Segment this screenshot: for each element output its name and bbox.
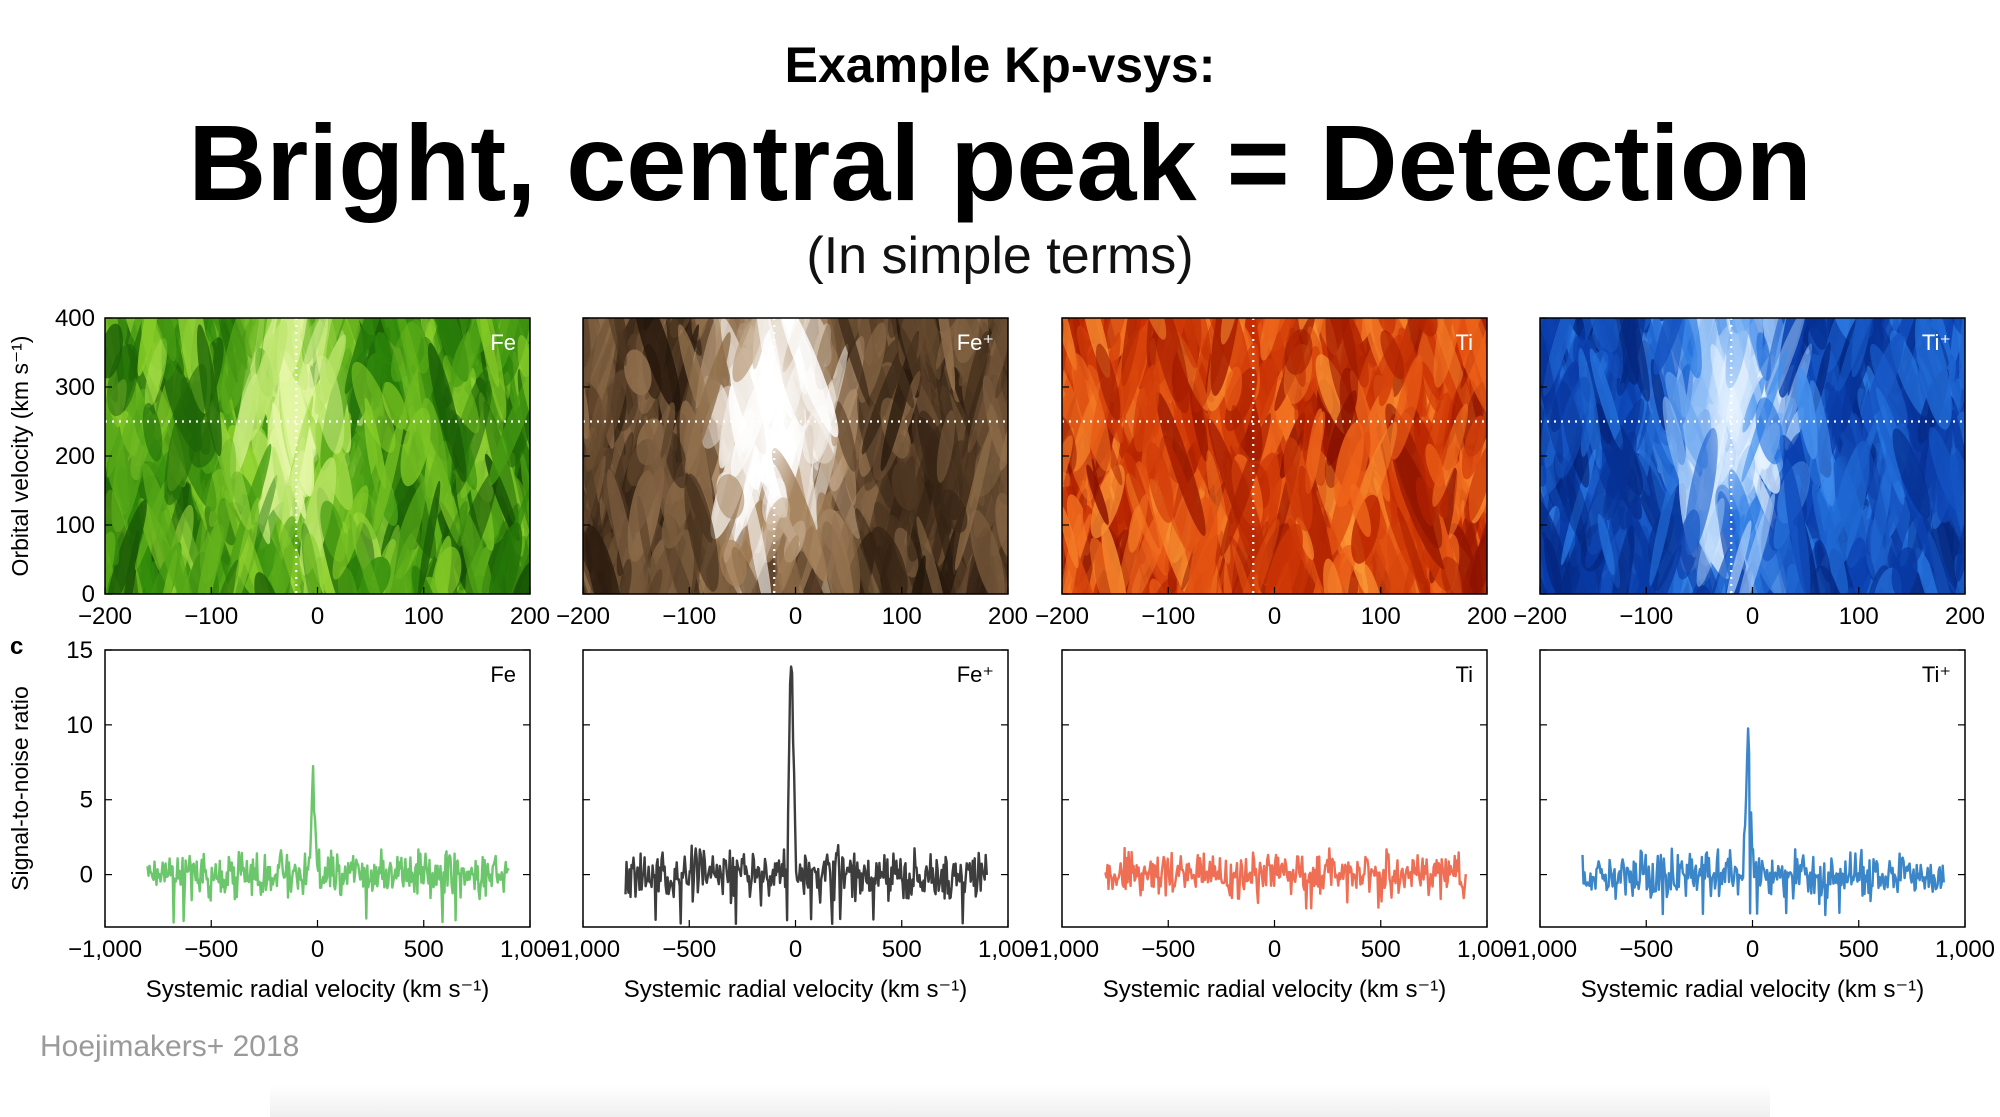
- x-tick-label: 200: [1945, 603, 1985, 630]
- snr-series-line: [146, 764, 510, 924]
- panel-label: Fe⁺: [957, 662, 994, 687]
- x-tick-label: −200: [1035, 603, 1089, 630]
- x-tick-label: −1,000: [546, 936, 620, 963]
- heatmap-cells: [583, 318, 1008, 594]
- panel-label: Ti: [1455, 330, 1473, 355]
- x-axis-label: Systemic radial velocity (km s⁻¹): [146, 976, 489, 1003]
- slide-subheading: Example Kp-vsys:: [784, 37, 1216, 93]
- y-tick-label: 10: [66, 712, 93, 739]
- panel-label: Ti⁺: [1922, 330, 1951, 355]
- x-tick-label: 0: [789, 603, 802, 630]
- y-tick-label: 100: [55, 512, 95, 539]
- x-tick-label: 0: [1746, 936, 1759, 963]
- heatmap-cells: [1540, 318, 1965, 594]
- kp-vsys-map-0: Fe −200 −100 0 100 200 0 100 200 300 400: [55, 305, 550, 630]
- x-tick-label: −1,000: [1025, 936, 1099, 963]
- detection-peak-glow: [270, 331, 323, 512]
- credit-text: Hoejimakers+ 2018: [40, 1030, 300, 1063]
- x-tick-label: 100: [1839, 603, 1879, 630]
- x-tick-label: −200: [78, 603, 132, 630]
- panel-label: Fe⁺: [957, 330, 994, 355]
- slide-tagline: (In simple terms): [806, 227, 1194, 285]
- x-tick-label: 0: [1268, 936, 1281, 963]
- x-tick-label: 1,000: [978, 936, 1038, 963]
- x-axis-label: Systemic radial velocity (km s⁻¹): [1103, 976, 1446, 1003]
- x-tick-label: 200: [1467, 603, 1507, 630]
- panel-label: Fe: [490, 662, 516, 687]
- x-tick-label: 0: [311, 936, 324, 963]
- x-tick-label: 100: [882, 603, 922, 630]
- detection-peak-glow: [748, 331, 801, 512]
- plot-frame: [104, 649, 531, 928]
- panel-label: Ti⁺: [1922, 662, 1951, 687]
- x-tick-label: −100: [662, 603, 716, 630]
- snr-plot-2: Ti −1,000 −500 0 500 1,000 Systemic radial vel…: [1025, 649, 1517, 1003]
- y-tick-label: 5: [80, 787, 93, 814]
- y-tick-label: 200: [55, 443, 95, 470]
- x-tick-label: 0: [789, 936, 802, 963]
- panel-letter: c: [10, 633, 23, 660]
- slide-shadow: [270, 1085, 1770, 1117]
- x-tick-label: 100: [404, 603, 444, 630]
- x-tick-label: −200: [556, 603, 610, 630]
- x-tick-label: 200: [988, 603, 1028, 630]
- x-tick-label: 0: [1746, 603, 1759, 630]
- snr-plot-1: Fe⁺ −1,000 −500 0 500 1,000 Systemic radial ve…: [546, 649, 1038, 1003]
- x-axis-label: Systemic radial velocity (km s⁻¹): [1581, 976, 1924, 1003]
- heatmap-cells: [1062, 318, 1487, 594]
- x-tick-label: 100: [1361, 603, 1401, 630]
- x-tick-label: −100: [1619, 603, 1673, 630]
- y-tick-label: 0: [82, 581, 95, 608]
- x-tick-label: −1,000: [1503, 936, 1577, 963]
- plot-frame: [1539, 649, 1966, 928]
- x-tick-label: 500: [1361, 936, 1401, 963]
- y-axis-label: Orbital velocity (km s⁻¹): [7, 336, 33, 577]
- x-tick-label: −500: [1619, 936, 1673, 963]
- y-tick-label: 300: [55, 374, 95, 401]
- y-tick-label: 0: [80, 862, 93, 889]
- y-axis-label: Signal-to-noise ratio: [7, 686, 33, 891]
- kp-vsys-map-2: Ti −200 −100 0 100 200: [1035, 317, 1507, 630]
- detection-peak-glow: [1705, 331, 1758, 512]
- snr-series-line: [1104, 846, 1467, 910]
- x-tick-label: 500: [404, 936, 444, 963]
- x-tick-label: 0: [311, 603, 324, 630]
- x-tick-label: −500: [662, 936, 716, 963]
- x-tick-label: 1,000: [1457, 936, 1517, 963]
- x-tick-label: 500: [1839, 936, 1879, 963]
- snr-series-line: [624, 665, 988, 925]
- slide-headline: Bright, central peak = Detection: [188, 102, 1812, 223]
- x-tick-label: −1,000: [68, 936, 142, 963]
- kp-vsys-map-3: Ti⁺ −200 −100 0 100 200: [1513, 317, 1985, 630]
- x-tick-label: −200: [1513, 603, 1567, 630]
- panel-label: Fe: [490, 330, 516, 355]
- x-tick-label: 1,000: [1935, 936, 1995, 963]
- x-tick-label: 200: [510, 603, 550, 630]
- x-tick-label: 500: [882, 936, 922, 963]
- x-tick-label: −500: [1141, 936, 1195, 963]
- x-tick-label: −500: [184, 936, 238, 963]
- x-tick-label: 0: [1268, 603, 1281, 630]
- snr-series-line: [1581, 727, 1945, 917]
- x-axis-label: Systemic radial velocity (km s⁻¹): [624, 976, 967, 1003]
- y-tick-label: 400: [55, 305, 95, 332]
- snr-plot-0: Fe −1,000 −500 0 500 1,000 0 5 10 15 Systemic radi…: [66, 637, 560, 1003]
- x-tick-label: −100: [1141, 603, 1195, 630]
- x-tick-label: 1,000: [500, 936, 560, 963]
- panel-label: Ti: [1455, 662, 1473, 687]
- x-tick-label: −100: [184, 603, 238, 630]
- y-tick-label: 15: [66, 637, 93, 664]
- kp-vsys-map-1: Fe⁺ −200 −100 0 100 200: [556, 317, 1028, 630]
- heatmap-cells: [105, 318, 530, 594]
- snr-plot-3: Ti⁺ −1,000 −500 0 500 1,000 Systemic radial ve…: [1503, 649, 1995, 1003]
